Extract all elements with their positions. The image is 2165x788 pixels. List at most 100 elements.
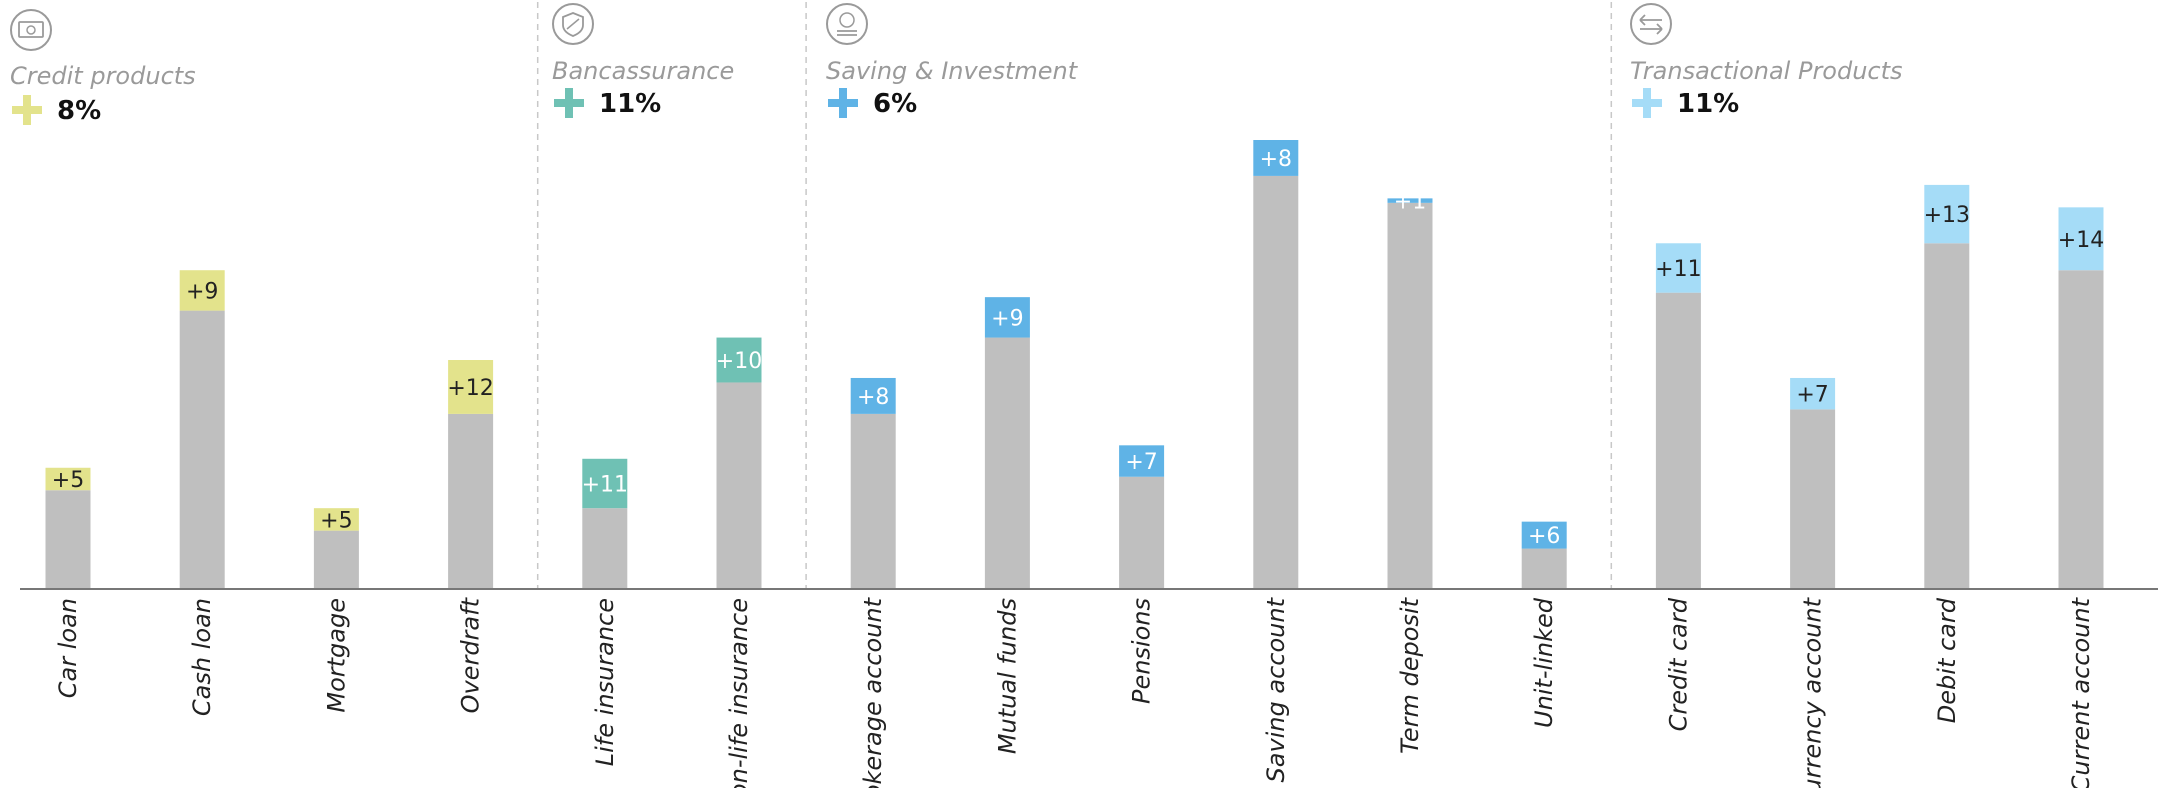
category-label: Cash loan bbox=[188, 598, 216, 716]
group-header: Transactional Products 11% bbox=[1630, 3, 1903, 119]
category-label: Credit card bbox=[1664, 597, 1692, 731]
category-label: Current account bbox=[2067, 596, 2095, 788]
bar: +8 bbox=[850, 377, 896, 589]
category-label: Life insurance bbox=[591, 598, 619, 766]
bar-base bbox=[2058, 270, 2104, 589]
group-growth: 11% bbox=[1677, 89, 1739, 119]
plus-bar-h bbox=[828, 99, 858, 107]
bar-base bbox=[1924, 243, 1970, 589]
icon-outline bbox=[552, 3, 594, 45]
bar: +5 bbox=[313, 508, 359, 589]
bar: +13 bbox=[1924, 184, 1970, 589]
bar-increase bbox=[1521, 521, 1567, 549]
category-label: Brokerage account bbox=[859, 596, 887, 788]
category-label: Saving account bbox=[1262, 596, 1290, 782]
bar-value-label: +10 bbox=[716, 349, 762, 374]
plus-icon bbox=[554, 88, 584, 118]
group-title: Bancassurance bbox=[552, 57, 734, 85]
bar-increase bbox=[1387, 198, 1433, 203]
category-label: Mutual funds bbox=[993, 598, 1021, 754]
icon-outline bbox=[826, 3, 868, 45]
bar: +8 bbox=[1253, 140, 1299, 590]
bar-base bbox=[850, 413, 896, 589]
bar-value-label: +12 bbox=[447, 376, 493, 401]
bar-value-label: +5 bbox=[52, 468, 84, 493]
bar-increase bbox=[1790, 377, 1836, 410]
icon-part bbox=[566, 18, 580, 30]
bar-base bbox=[582, 508, 628, 589]
bar-value-label: +11 bbox=[582, 472, 628, 497]
plus-icon bbox=[12, 95, 42, 125]
coins-icon bbox=[826, 3, 868, 45]
bar: +14 bbox=[2058, 207, 2104, 589]
group-header: Bancassurance 11% bbox=[552, 3, 734, 119]
bar-base bbox=[313, 530, 359, 589]
icon-part bbox=[1640, 23, 1663, 35]
bar-value-label: +9 bbox=[186, 279, 218, 304]
banknote-icon bbox=[10, 9, 52, 51]
bar-value-label: +6 bbox=[1528, 524, 1560, 549]
icon-outline bbox=[1630, 3, 1672, 45]
category-labels: Car loan Cash loan Mortgage Overdraft Life i… bbox=[54, 596, 2095, 788]
bar-base bbox=[448, 413, 494, 589]
bar-increase bbox=[448, 360, 494, 414]
bar-value-label: +1 bbox=[1394, 190, 1426, 215]
bar-increase bbox=[1119, 445, 1165, 477]
bar: +10 bbox=[716, 337, 762, 589]
bar-value-label: +8 bbox=[857, 385, 889, 410]
bar: +7 bbox=[1119, 445, 1165, 589]
bar-base bbox=[1521, 548, 1567, 589]
bar: +5 bbox=[45, 467, 91, 589]
group-separators bbox=[536, 2, 1613, 589]
bar-increase bbox=[179, 270, 225, 311]
icon-part bbox=[18, 21, 44, 38]
bar-value-label: +7 bbox=[1125, 450, 1157, 475]
bar-base bbox=[1253, 175, 1299, 590]
bar-value-label: +14 bbox=[2058, 228, 2104, 253]
category-label: Term deposit bbox=[1396, 596, 1424, 753]
group-header: Credit products 8% bbox=[10, 9, 196, 126]
bar-base bbox=[179, 310, 225, 589]
bar: +9 bbox=[984, 297, 1030, 589]
bar-increase bbox=[850, 377, 896, 414]
icon-part bbox=[839, 12, 855, 28]
bar-base bbox=[1387, 202, 1433, 590]
plus-bar-h bbox=[12, 106, 42, 114]
plus-bar-h bbox=[554, 99, 584, 107]
bar-value-label: +8 bbox=[1260, 147, 1292, 172]
category-label: Pensions bbox=[1128, 598, 1156, 704]
plus-bar-h bbox=[1632, 99, 1662, 107]
bar-base bbox=[1790, 409, 1836, 589]
bar-value-label: +13 bbox=[1924, 203, 1970, 228]
icon-part bbox=[1639, 14, 1662, 26]
group-header: Saving & Investment 6% bbox=[826, 3, 1079, 119]
group-headers: Credit products 8% Bancassurance 11% Saving … bbox=[10, 3, 1903, 126]
bar-increase bbox=[582, 458, 628, 509]
group-growth: 8% bbox=[57, 96, 101, 126]
icon-part bbox=[26, 25, 36, 35]
category-label: Mortgage bbox=[322, 598, 350, 713]
bar-base bbox=[45, 490, 91, 589]
bar-increase bbox=[716, 337, 762, 383]
bar-base bbox=[984, 337, 1030, 589]
plus-icon bbox=[828, 88, 858, 118]
bar-base bbox=[716, 382, 762, 589]
bar-increase bbox=[45, 467, 91, 491]
group-title: Transactional Products bbox=[1630, 57, 1903, 85]
category-label: Debit card bbox=[1933, 597, 1961, 723]
bar-value-label: +7 bbox=[1796, 383, 1828, 408]
bars: +5 +9 +5 +12 +11 +10 +8 +9 +7 +8 +1 +6 +11 +7 +13 +14 bbox=[45, 140, 2104, 590]
bar-increase bbox=[984, 297, 1030, 338]
bar: +12 bbox=[447, 360, 494, 589]
group-growth: 6% bbox=[873, 89, 917, 119]
bar: +7 bbox=[1790, 377, 1836, 589]
category-label: Unit-linked bbox=[1530, 597, 1558, 728]
bar-value-label: +9 bbox=[991, 306, 1023, 331]
group-title: Credit products bbox=[10, 62, 196, 90]
plus-icon bbox=[1632, 88, 1662, 118]
bar-increase bbox=[1655, 243, 1701, 293]
bar-base bbox=[1655, 292, 1701, 589]
bar: +1 bbox=[1387, 190, 1433, 590]
bar-value-label: +11 bbox=[1655, 257, 1701, 282]
